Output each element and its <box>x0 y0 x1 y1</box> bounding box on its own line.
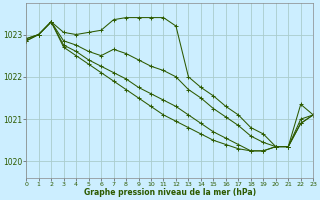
X-axis label: Graphe pression niveau de la mer (hPa): Graphe pression niveau de la mer (hPa) <box>84 188 256 197</box>
